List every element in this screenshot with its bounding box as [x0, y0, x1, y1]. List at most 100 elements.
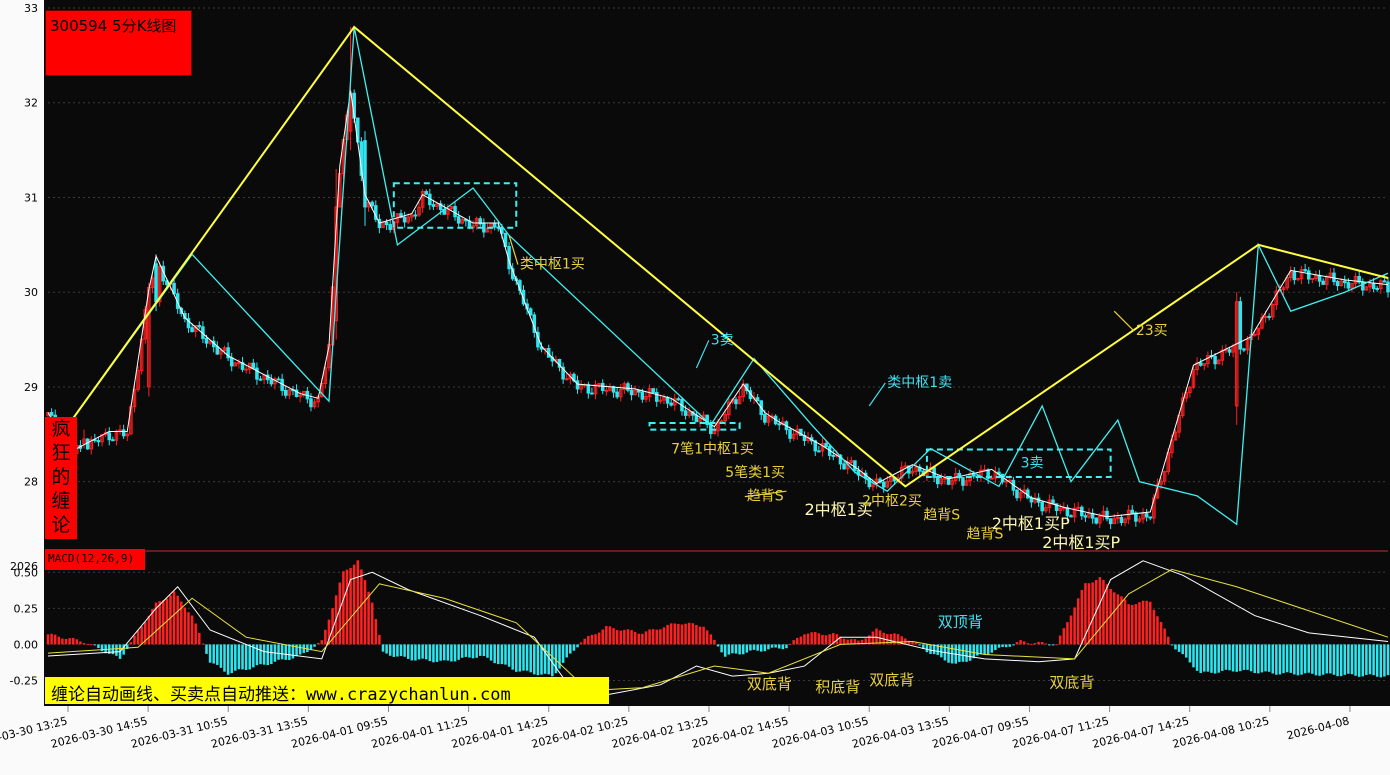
macd-bar — [381, 644, 385, 652]
macd-bar — [702, 626, 705, 645]
macd-bar — [1275, 644, 1278, 675]
promo-banner[interactable]: 缠论自动画线、买卖点自动推送：www.crazychanlun.com — [45, 677, 609, 705]
candle-up — [219, 350, 223, 355]
candle-down — [107, 432, 111, 441]
candle-up — [568, 373, 573, 380]
candle-up — [1285, 277, 1289, 289]
macd-bar — [576, 644, 579, 648]
macd-bar — [497, 644, 500, 665]
macd-bar — [579, 642, 583, 645]
side-label-box: 疯 狂 的 缠 论 — [45, 417, 77, 539]
macd-bar — [756, 644, 759, 651]
signal-label: 2中枢1买P — [1042, 533, 1120, 552]
candle-down — [755, 397, 760, 402]
candle-up — [618, 388, 623, 398]
macd-bar — [1112, 592, 1116, 645]
candle-up — [1076, 506, 1080, 509]
candle-down — [528, 308, 533, 316]
candle-up — [1152, 497, 1156, 519]
macd-bar — [723, 644, 727, 657]
macd-bar — [691, 623, 695, 645]
candle-up — [1270, 304, 1275, 318]
macd-bar — [1138, 602, 1141, 645]
macd-bar — [1379, 644, 1383, 678]
macd-bar — [817, 633, 821, 645]
macd-bar — [187, 612, 190, 645]
macd-bar — [338, 582, 342, 645]
candle-down — [824, 443, 828, 448]
macd-bar — [471, 644, 475, 659]
macd-bar — [821, 634, 824, 645]
candle-down — [294, 389, 299, 398]
macd-bar — [587, 635, 590, 645]
price-tick-label: 31 — [24, 191, 38, 204]
candle-up — [435, 203, 439, 207]
pivot-box — [392, 182, 518, 229]
macd-bar — [533, 644, 536, 675]
candle-up — [903, 465, 908, 468]
candle-up — [1281, 287, 1286, 290]
signal-arrow — [868, 382, 886, 407]
macd-bar — [1347, 644, 1350, 674]
macd-bar — [810, 632, 813, 645]
macd-bar — [1203, 644, 1206, 672]
macd-bar — [968, 644, 972, 661]
macd-bar — [529, 644, 532, 673]
macd-bar — [558, 644, 561, 669]
macd-bar — [410, 644, 414, 661]
candle-up — [914, 466, 918, 472]
candle-up — [644, 395, 648, 400]
candle-down — [388, 224, 392, 230]
macd-bar — [1242, 644, 1246, 670]
macd-bar — [53, 634, 57, 645]
macd-bar — [432, 644, 435, 663]
macd-bar — [871, 631, 875, 645]
candle-down — [1267, 315, 1271, 318]
candle-up — [1350, 282, 1354, 289]
macd-bar — [1354, 644, 1357, 676]
candle-up — [712, 430, 717, 435]
macd-bar — [860, 639, 864, 645]
candle-up — [1328, 272, 1333, 277]
candle-down — [85, 438, 90, 450]
macd-bar — [832, 633, 835, 645]
macd-bar — [547, 644, 550, 675]
candle-down — [683, 410, 688, 416]
macd-bar — [244, 644, 248, 670]
macd-bar — [907, 640, 911, 645]
macd-bar — [623, 629, 626, 645]
signal-label: 趋背S — [747, 489, 784, 505]
macd-bar — [835, 634, 839, 645]
macd-bar — [450, 644, 453, 662]
macd-bar — [749, 644, 752, 651]
macd-bar — [136, 630, 140, 645]
candle-down — [586, 384, 591, 394]
candle-up — [157, 265, 162, 303]
macd-bar — [947, 644, 950, 663]
macd-bar — [799, 636, 803, 645]
macd-bar — [839, 636, 842, 645]
candle-up — [658, 399, 663, 402]
macd-bar — [396, 644, 399, 657]
macd-bar — [356, 560, 360, 645]
macd-bar — [1174, 644, 1177, 650]
candle-up — [1353, 275, 1358, 284]
candle-up — [449, 205, 454, 209]
macd-bar — [237, 644, 241, 670]
macd-bar — [543, 644, 547, 674]
macd-bar — [612, 628, 615, 645]
macd-bar — [1217, 644, 1220, 673]
side-label-char: 疯 — [51, 418, 71, 440]
candle-up — [1137, 518, 1142, 522]
macd-bar — [270, 644, 273, 665]
macd-bar — [1271, 644, 1274, 674]
candle-up — [1101, 510, 1106, 518]
candle-up — [1245, 339, 1250, 351]
signal-label: 2中枢2买 — [862, 493, 922, 509]
candle-up — [1206, 355, 1210, 365]
macd-bar — [129, 642, 133, 645]
macd-bar — [1181, 644, 1184, 655]
macd-bar — [1044, 643, 1048, 645]
macd-bar — [583, 638, 586, 645]
side-label-char: 缠 — [51, 490, 71, 512]
